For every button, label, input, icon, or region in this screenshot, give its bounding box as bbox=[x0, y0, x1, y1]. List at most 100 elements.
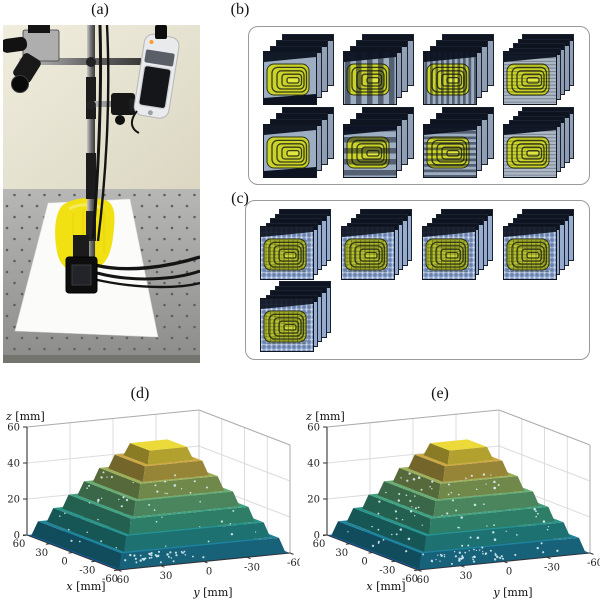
layer-edge-band bbox=[357, 41, 407, 48]
step-riser-left bbox=[46, 508, 127, 552]
stack-front bbox=[504, 52, 556, 105]
pyramid-image bbox=[426, 136, 470, 169]
stack-front-image bbox=[344, 52, 396, 105]
stack-front bbox=[344, 124, 396, 177]
axis-line bbox=[326, 409, 500, 428]
image-stack-checkerboard bbox=[503, 209, 574, 281]
axis-variable: y bbox=[192, 586, 200, 599]
stack-front-image bbox=[342, 226, 396, 281]
step-riser-right bbox=[447, 446, 494, 465]
stack-front-image bbox=[261, 226, 316, 281]
stack-front-image bbox=[264, 52, 316, 105]
axis-line bbox=[26, 409, 200, 428]
layer-edge-band bbox=[509, 223, 560, 230]
stack-front-image bbox=[344, 124, 396, 177]
cable bbox=[91, 24, 103, 240]
pole-dark-segment bbox=[86, 211, 96, 241]
x-tick-label: -60 bbox=[402, 574, 418, 585]
step-riser-left bbox=[392, 467, 441, 500]
z-tick-label: 60 bbox=[307, 423, 320, 434]
y-tick-label: 0 bbox=[506, 567, 512, 578]
axis-line bbox=[45, 543, 50, 545]
stack-front bbox=[503, 226, 558, 281]
layer-edge-band bbox=[266, 223, 317, 230]
layer-edge-band bbox=[277, 41, 327, 48]
x-tick-label: 60 bbox=[313, 539, 326, 550]
layer-edge-band bbox=[280, 210, 331, 216]
layer-edge-band bbox=[347, 223, 398, 230]
camera-lens-front bbox=[11, 75, 29, 93]
axis-unit: [mm] bbox=[373, 580, 406, 593]
pyramid-checker bbox=[265, 312, 308, 345]
stack-front bbox=[261, 298, 316, 353]
cable bbox=[94, 255, 201, 271]
step-riser-left bbox=[31, 521, 122, 570]
cables bbox=[91, 24, 201, 289]
y-tick-label: 60 bbox=[117, 575, 130, 586]
axis-line bbox=[289, 552, 294, 555]
layer-edge-band bbox=[361, 210, 412, 216]
top-dark-band bbox=[504, 52, 556, 63]
pyramid-checker bbox=[265, 240, 308, 273]
stack-front bbox=[264, 52, 316, 105]
stack-front bbox=[504, 124, 556, 177]
z-tick-label: 40 bbox=[7, 459, 20, 470]
layer-edge-band bbox=[509, 121, 560, 128]
y-tick-label: 0 bbox=[206, 567, 212, 578]
setup-photo-image bbox=[0, 24, 201, 363]
pole-dark-segment bbox=[86, 153, 96, 199]
pyramid-image bbox=[344, 238, 389, 273]
step-riser-left bbox=[362, 494, 431, 535]
x-tick-label: -30 bbox=[79, 565, 95, 576]
layer-edge-band bbox=[514, 44, 564, 51]
image-stack-horizontal-fringes-dense bbox=[424, 106, 494, 178]
layer-edge-band bbox=[271, 291, 322, 297]
image-stack-checkerboard bbox=[342, 209, 413, 281]
layer-edge-band bbox=[280, 282, 331, 288]
axis-variable: x bbox=[366, 580, 373, 593]
step-riser-right bbox=[133, 491, 240, 517]
step-riser-left bbox=[123, 443, 150, 465]
fringe-overlay bbox=[345, 52, 395, 105]
x-tick-label: 0 bbox=[61, 557, 67, 568]
layer-edge-band bbox=[523, 35, 573, 42]
layer-edge-band bbox=[523, 107, 573, 114]
pole-dark-segment bbox=[86, 77, 96, 119]
image-stack-vertical-fringes-dense bbox=[424, 34, 494, 105]
bottom-dark-band bbox=[264, 94, 316, 105]
layer-edge-band bbox=[356, 214, 407, 221]
layer-edge-band bbox=[437, 41, 487, 48]
layer-edge-band bbox=[275, 214, 326, 221]
cable bbox=[96, 24, 110, 242]
pyramid-checker bbox=[507, 240, 550, 273]
fringe-overlay bbox=[424, 52, 477, 105]
top-dark-band bbox=[504, 124, 556, 135]
layer-edge-band bbox=[518, 39, 569, 46]
stack-front bbox=[424, 52, 477, 105]
y-tick-label: 60 bbox=[417, 575, 430, 586]
fringe-overlay bbox=[424, 125, 476, 178]
bar-clamp-knob bbox=[86, 100, 96, 110]
step-riser-left bbox=[62, 494, 131, 535]
axis-line bbox=[546, 556, 551, 560]
layer-edge-band bbox=[437, 214, 488, 221]
panel-label-e: (e) bbox=[431, 385, 449, 402]
surface-plot-d-container: 0 20 40 60 60 30 0 -30 -60 60 30 0 -30 -60 z [mm] x [mm… bbox=[0, 375, 303, 600]
step-riser-right bbox=[428, 506, 555, 535]
panel-c-image-stacks bbox=[245, 200, 590, 360]
cable bbox=[96, 269, 201, 281]
step-riser-right bbox=[438, 476, 525, 500]
layer-edge-band bbox=[443, 107, 493, 114]
x-tick-label: 60 bbox=[13, 539, 26, 550]
step-riser-right bbox=[419, 537, 586, 570]
y-tick-label: -30 bbox=[244, 562, 260, 573]
projector-dark-panel bbox=[138, 65, 172, 110]
top-dark-band bbox=[422, 227, 475, 237]
layer-edge-band bbox=[357, 113, 407, 120]
layer-edge-band bbox=[431, 119, 481, 126]
axis-line bbox=[68, 552, 73, 554]
x-tick-label: -30 bbox=[379, 565, 395, 576]
pyramid-checker bbox=[426, 240, 469, 273]
cable bbox=[131, 110, 140, 134]
layer-edge-band bbox=[514, 116, 564, 123]
